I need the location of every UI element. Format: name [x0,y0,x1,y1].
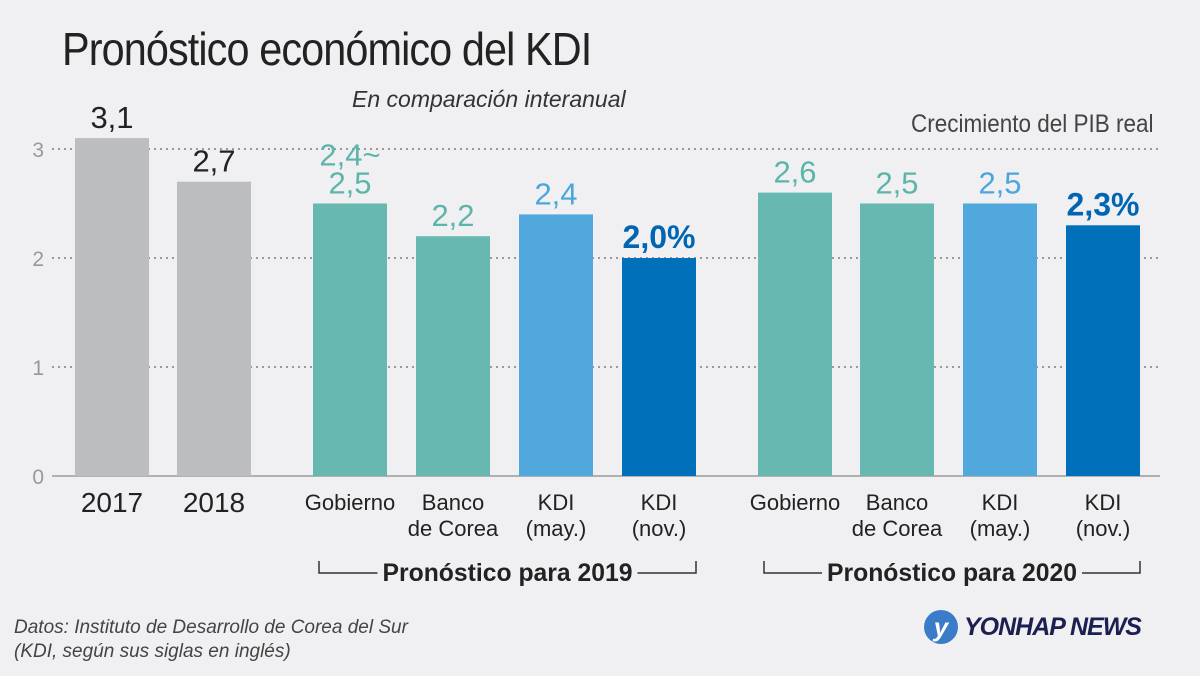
y-tick-label: 0 [32,466,44,489]
yonhap-logo: y YONHAP NEWS [924,610,1142,644]
x-tick-label: 2018 [183,487,245,518]
x-tick-label: 2017 [81,487,143,518]
y-tick-label: 3 [32,139,44,162]
y-tick-label: 2 [32,248,44,271]
data-label: 2,5 [328,166,371,201]
x-tick-label: Gobierno [750,490,841,515]
data-label: 2,0% [623,219,696,255]
x-tick-label: Banco [422,490,484,515]
x-tick-label: (nov.) [632,516,687,541]
data-label: 2,2 [431,198,474,233]
x-tick-label: Gobierno [305,490,396,515]
bar [177,181,251,476]
bar [758,192,832,476]
x-tick-label: KDI [1085,490,1122,515]
data-label: 2,5 [978,166,1021,201]
data-label: 2,3% [1067,186,1140,222]
data-label: 2,6 [773,155,816,190]
bar [860,203,934,476]
x-tick-label: (may.) [526,516,587,541]
bar [313,203,387,476]
group-label: Pronóstico para 2020 [827,559,1077,587]
yonhap-logo-icon: y [924,610,958,644]
y-axis-label: Crecimiento del PIB real [911,110,1154,138]
group-bracket [318,561,697,574]
x-tick-label: de Corea [408,516,499,541]
bar [963,203,1037,476]
x-tick-label: Banco [866,490,928,515]
y-tick-label: 1 [32,357,44,380]
x-tick-label: (may.) [970,516,1031,541]
chart-title: Pronóstico económico del KDI [62,23,592,75]
x-tick-label: KDI [982,490,1019,515]
data-label: 2,4 [534,176,577,211]
bar [416,236,490,476]
x-tick-label: (nov.) [1076,516,1131,541]
data-label: 3,1 [90,100,133,135]
group-label: Pronóstico para 2019 [383,559,633,587]
x-tick-label: KDI [538,490,575,515]
x-tick-label: de Corea [852,516,943,541]
bar [622,258,696,476]
bar [1066,225,1140,476]
source-line-1: Datos: Instituto de Desarrollo de Corea … [14,617,408,638]
bar [519,214,593,476]
source-note: Datos: Instituto de Desarrollo de Corea … [14,616,408,664]
data-label: 2,7 [192,144,235,179]
chart-subtitle: En comparación interanual [352,86,626,112]
bar [75,138,149,476]
group-bracket [763,561,1141,574]
source-line-2: (KDI, según sus siglas en inglés) [14,641,291,662]
data-label: 2,4~ [319,138,380,173]
data-label: 2,5 [875,166,918,201]
yonhap-logo-text: YONHAP NEWS [964,612,1142,641]
x-tick-label: KDI [641,490,678,515]
